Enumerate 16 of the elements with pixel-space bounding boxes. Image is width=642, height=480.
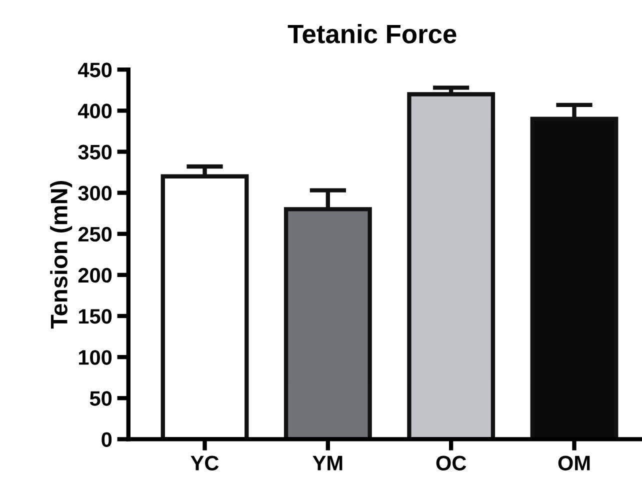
y-tick-label: 200 bbox=[78, 268, 112, 283]
y-tick-label: 150 bbox=[78, 309, 112, 324]
y-tick-label: 50 bbox=[90, 391, 112, 406]
y-tick-label: 250 bbox=[78, 226, 112, 242]
y-axis-title: Tension (mN) bbox=[50, 181, 72, 329]
y-tick-label: 350 bbox=[78, 144, 112, 160]
y-tick-label: 100 bbox=[78, 350, 112, 365]
x-tick-label: YC bbox=[190, 456, 219, 470]
x-tick-label: OC bbox=[436, 456, 466, 470]
y-tick-label: 300 bbox=[78, 186, 112, 201]
y-tick-label: 0 bbox=[102, 432, 112, 447]
x-tick-label: YM bbox=[312, 456, 342, 470]
y-tick-label: 400 bbox=[78, 104, 112, 118]
chart-title: Tetanic Force bbox=[288, 24, 456, 44]
y-tick-label: 450 bbox=[78, 62, 112, 78]
x-tick-label: OM bbox=[558, 456, 590, 470]
